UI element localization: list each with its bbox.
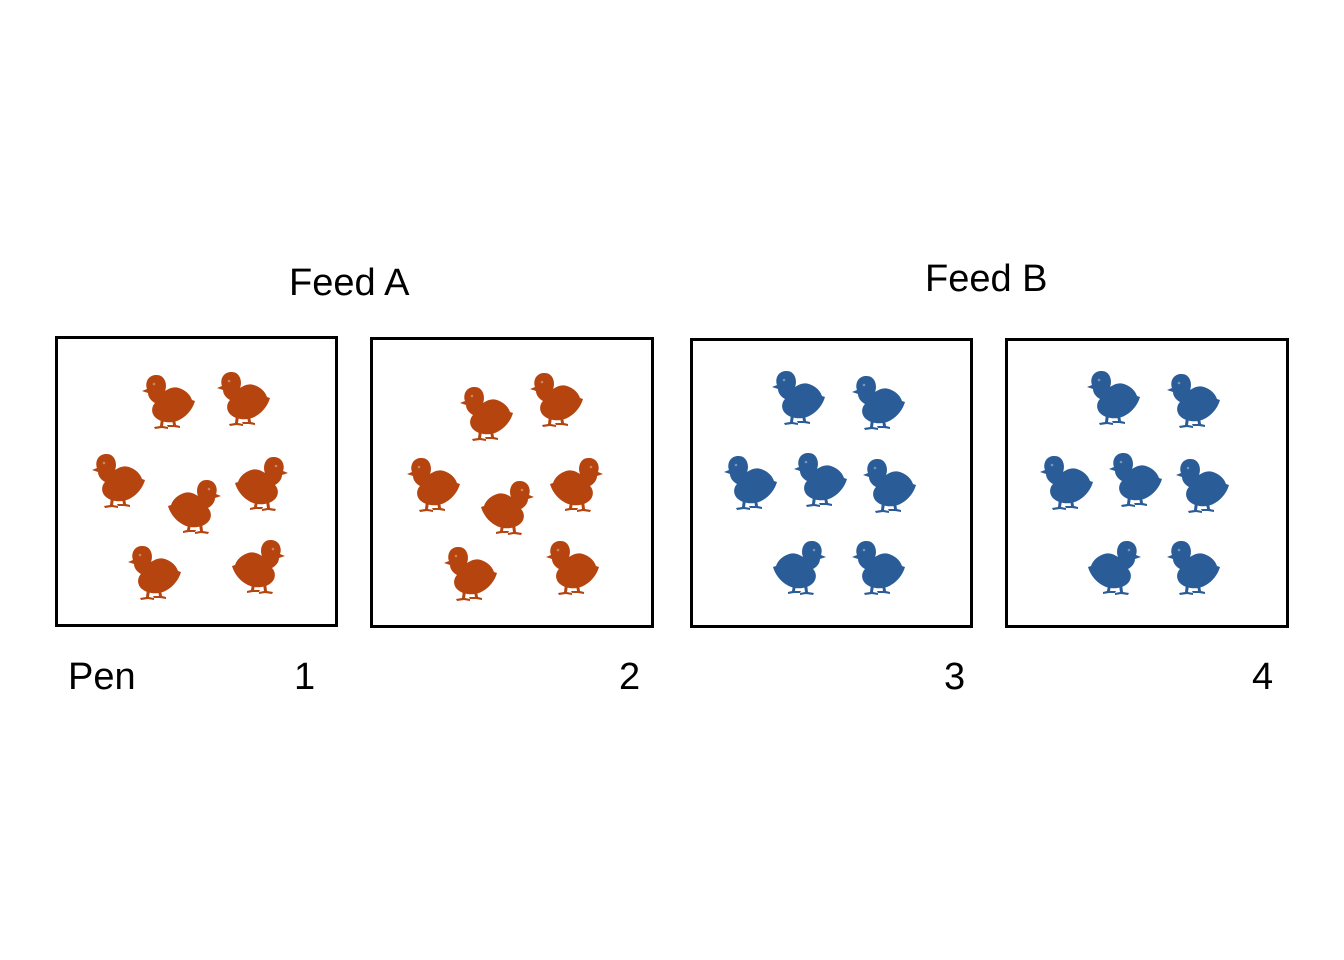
chick-icon [771, 364, 827, 426]
pen-number-2: 2 [619, 656, 641, 698]
chick-icon [723, 449, 779, 511]
chick-icon [1175, 452, 1231, 514]
feed-b-label: Feed B [925, 258, 1048, 300]
chick-icon [1086, 534, 1142, 596]
pen-axis-label: Pen [68, 656, 136, 698]
chick-icon [141, 368, 197, 430]
pen-number-1: 1 [294, 656, 316, 698]
chick-icon [771, 534, 827, 596]
chick-icon [166, 473, 222, 535]
chick-icon [1086, 364, 1142, 426]
chick-icon [851, 534, 907, 596]
pen-number-3: 3 [944, 656, 966, 698]
feed-a-label: Feed A [289, 262, 410, 304]
chick-icon [793, 446, 849, 508]
chick-icon [851, 369, 907, 431]
pen-2-box [370, 337, 654, 628]
chick-icon [529, 366, 585, 428]
chick-icon [459, 380, 515, 442]
chick-icon [862, 452, 918, 514]
chick-icon [91, 447, 147, 509]
chick-icon [545, 534, 601, 596]
chick-icon [1108, 446, 1164, 508]
chick-icon [479, 474, 535, 536]
chick-icon [233, 450, 289, 512]
chick-icon [443, 540, 499, 602]
chick-icon [1166, 534, 1222, 596]
chick-icon [1039, 449, 1095, 511]
pen-3-box [690, 338, 973, 628]
pen-4-box [1005, 338, 1289, 628]
chick-icon [1166, 367, 1222, 429]
chick-icon [127, 539, 183, 601]
chick-icon [216, 365, 272, 427]
pen-1-box [55, 336, 338, 627]
chick-icon [406, 451, 462, 513]
chick-icon [230, 533, 286, 595]
pen-number-4: 4 [1252, 656, 1274, 698]
chick-icon [548, 451, 604, 513]
